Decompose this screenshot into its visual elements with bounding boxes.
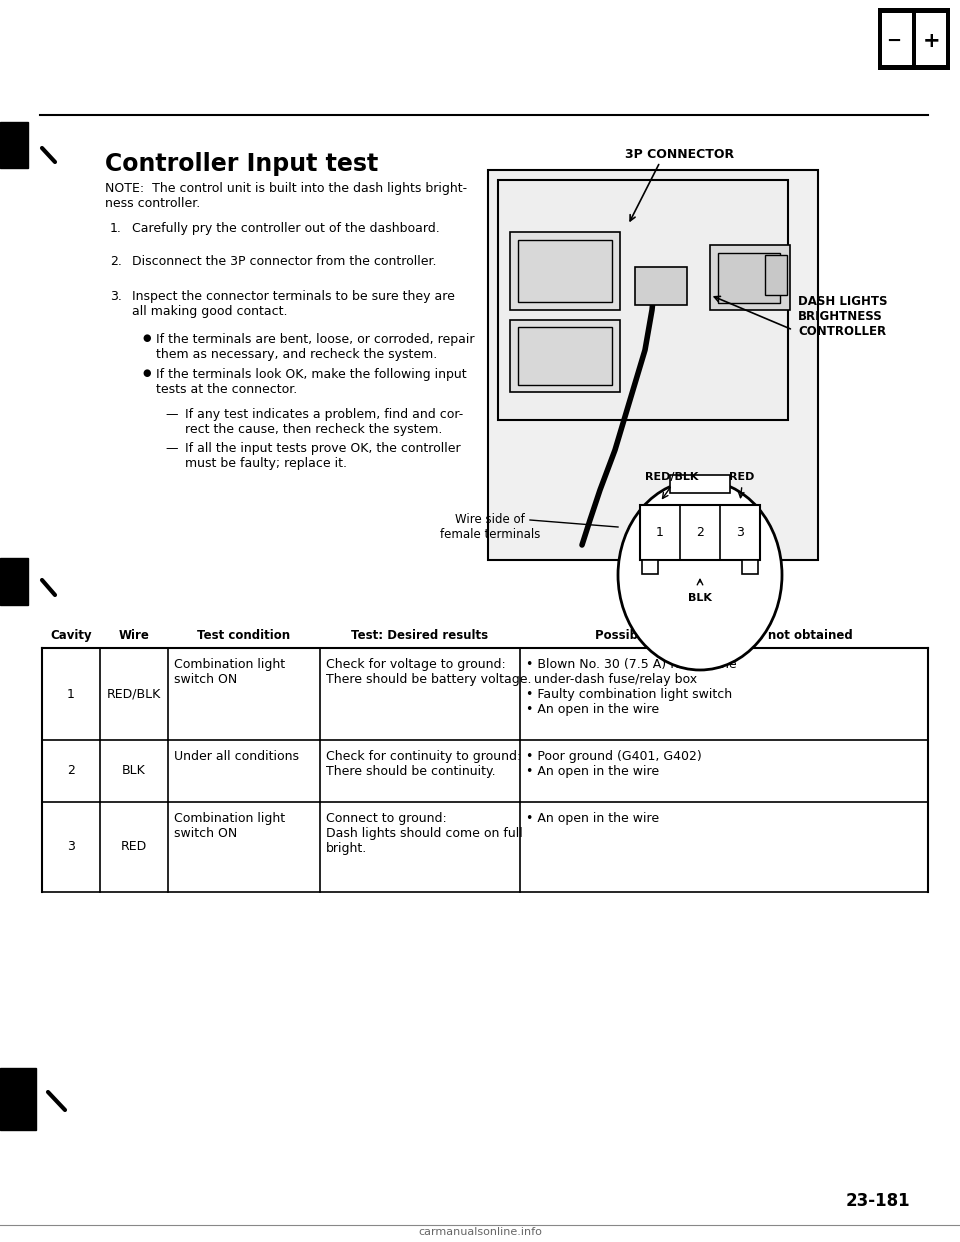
Text: BLK: BLK (122, 765, 146, 777)
Bar (882, 12, 912, 65)
Text: Carefully pry the controller out of the dashboard.: Carefully pry the controller out of the … (132, 222, 440, 235)
Text: • An open in the wire: • An open in the wire (526, 812, 660, 825)
Text: 3: 3 (67, 841, 75, 853)
Ellipse shape (618, 479, 782, 669)
Text: BLK: BLK (688, 592, 712, 604)
Text: 2: 2 (67, 765, 75, 777)
Text: 1: 1 (656, 525, 664, 539)
Bar (765, 255, 787, 296)
Text: 3.: 3. (110, 289, 122, 303)
Text: 23-181: 23-181 (846, 1192, 910, 1210)
Bar (488, 170, 818, 560)
Bar (518, 327, 612, 385)
Text: RED/BLK: RED/BLK (645, 472, 699, 482)
Text: 1.: 1. (110, 222, 122, 235)
Text: −: − (886, 32, 901, 50)
Bar (510, 232, 620, 310)
Text: ●: ● (142, 333, 151, 343)
Text: 2.: 2. (110, 255, 122, 268)
Text: Wire side of
female terminals: Wire side of female terminals (440, 513, 540, 542)
Text: RED/BLK: RED/BLK (107, 688, 161, 700)
Text: If all the input tests prove OK, the controller
must be faulty; replace it.: If all the input tests prove OK, the con… (185, 442, 461, 469)
Text: carmanualsonline.info: carmanualsonline.info (418, 1227, 542, 1237)
Polygon shape (0, 558, 28, 605)
Text: • Poor ground (G401, G402)
• An open in the wire: • Poor ground (G401, G402) • An open in … (526, 750, 702, 777)
Text: 3P CONNECTOR: 3P CONNECTOR (625, 148, 734, 161)
Text: Connect to ground:
Dash lights should come on full
bright.: Connect to ground: Dash lights should co… (326, 812, 523, 854)
Text: 1: 1 (67, 688, 75, 700)
Text: NOTE:  The control unit is built into the dash lights bright-
ness controller.: NOTE: The control unit is built into the… (105, 183, 468, 210)
Bar (916, 12, 946, 65)
Text: Disconnect the 3P connector from the controller.: Disconnect the 3P connector from the con… (132, 255, 437, 268)
Bar (518, 240, 612, 302)
Text: Under all conditions: Under all conditions (174, 750, 299, 763)
Text: Inspect the connector terminals to be sure they are
all making good contact.: Inspect the connector terminals to be su… (132, 289, 455, 318)
Bar (642, 560, 658, 574)
Bar (878, 7, 950, 70)
Text: —: — (165, 442, 178, 455)
Text: DASH LIGHTS
BRIGHTNESS
CONTROLLER: DASH LIGHTS BRIGHTNESS CONTROLLER (798, 296, 887, 338)
Text: Test condition: Test condition (198, 628, 291, 642)
Text: +: + (924, 31, 941, 51)
Text: Combination light
switch ON: Combination light switch ON (174, 812, 285, 840)
Text: Cavity: Cavity (50, 628, 92, 642)
Text: —: — (165, 409, 178, 421)
Bar (718, 253, 780, 303)
Bar (640, 505, 760, 560)
Text: 3: 3 (736, 525, 744, 539)
Text: Possible cause if result is not obtained: Possible cause if result is not obtained (595, 628, 852, 642)
Text: If the terminals are bent, loose, or corroded, repair
them as necessary, and rec: If the terminals are bent, loose, or cor… (156, 333, 474, 361)
Text: RED: RED (121, 841, 147, 853)
Bar (670, 474, 730, 493)
Text: If any test indicates a problem, find and cor-
rect the cause, then recheck the : If any test indicates a problem, find an… (185, 409, 464, 436)
Text: 2: 2 (696, 525, 704, 539)
Text: RED: RED (730, 472, 755, 482)
Bar (710, 245, 790, 310)
Text: Check for continuity to ground:
There should be continuity.: Check for continuity to ground: There sh… (326, 750, 521, 777)
Text: If the terminals look OK, make the following input
tests at the connector.: If the terminals look OK, make the follo… (156, 368, 467, 396)
Bar (742, 560, 758, 574)
Text: Check for voltage to ground:
There should be battery voltage.: Check for voltage to ground: There shoul… (326, 658, 532, 686)
Text: Controller Input test: Controller Input test (105, 152, 378, 176)
Text: Test: Desired results: Test: Desired results (351, 628, 489, 642)
Text: ●: ● (142, 368, 151, 378)
Bar (635, 267, 687, 306)
Polygon shape (0, 122, 28, 168)
Text: • Blown No. 30 (7.5 A) fuse in the
  under-dash fuse/relay box
• Faulty combinat: • Blown No. 30 (7.5 A) fuse in the under… (526, 658, 736, 715)
Text: Wire: Wire (119, 628, 150, 642)
Polygon shape (0, 1068, 36, 1130)
Bar (510, 320, 620, 392)
Text: Combination light
switch ON: Combination light switch ON (174, 658, 285, 686)
Bar (498, 180, 788, 420)
